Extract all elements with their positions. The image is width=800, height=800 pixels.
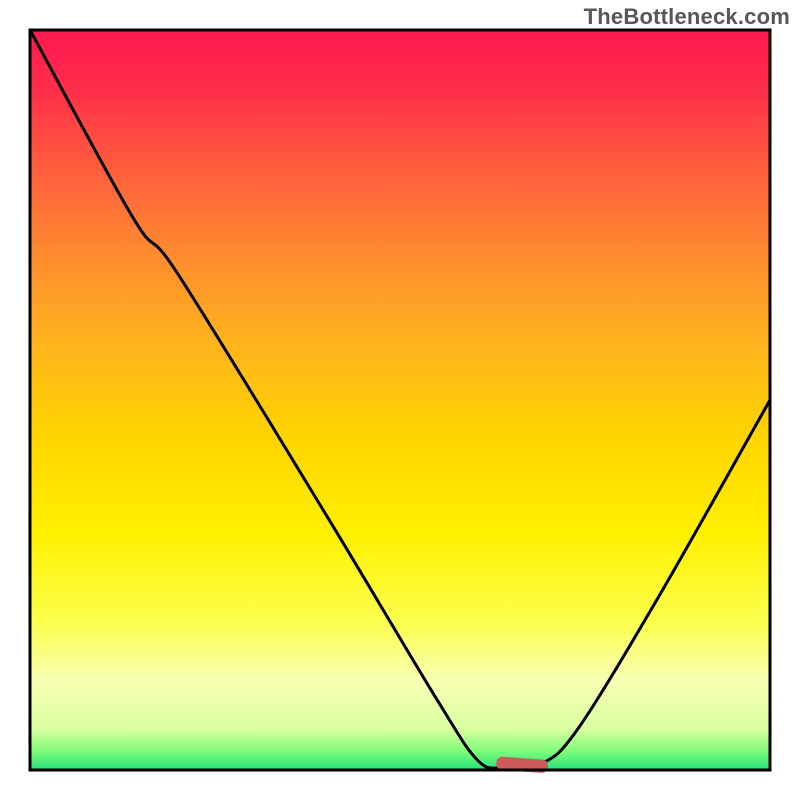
chart-svg bbox=[0, 0, 800, 800]
bottleneck-chart: TheBottleneck.com bbox=[0, 0, 800, 800]
gradient-background bbox=[30, 30, 770, 770]
